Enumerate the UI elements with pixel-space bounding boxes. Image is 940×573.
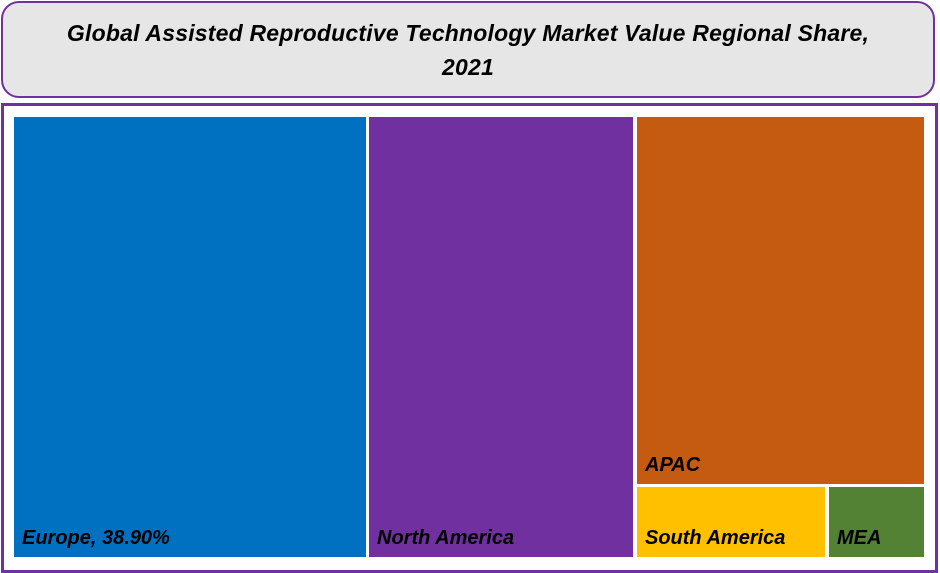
tile-north-america: North America [369, 117, 633, 557]
tile-mea: MEA [829, 487, 924, 557]
tile-label-mea: MEA [837, 527, 882, 549]
tile-label-europe: Europe, 38.90% [22, 527, 170, 549]
tile-south-america: South America [637, 487, 825, 557]
tile-label-north-america: North America [377, 527, 515, 549]
tile-europe: Europe, 38.90% [14, 117, 366, 557]
chart-title-line-2: 2021 [442, 53, 494, 80]
chart-title-box: Global Assisted Reproductive Technology … [1, 1, 935, 98]
tile-apac: APAC [637, 117, 924, 484]
tile-label-south-america: South America [645, 527, 786, 549]
tile-label-apac: APAC [645, 454, 701, 476]
chart-title-line-1: Global Assisted Reproductive Technology … [66, 19, 870, 46]
